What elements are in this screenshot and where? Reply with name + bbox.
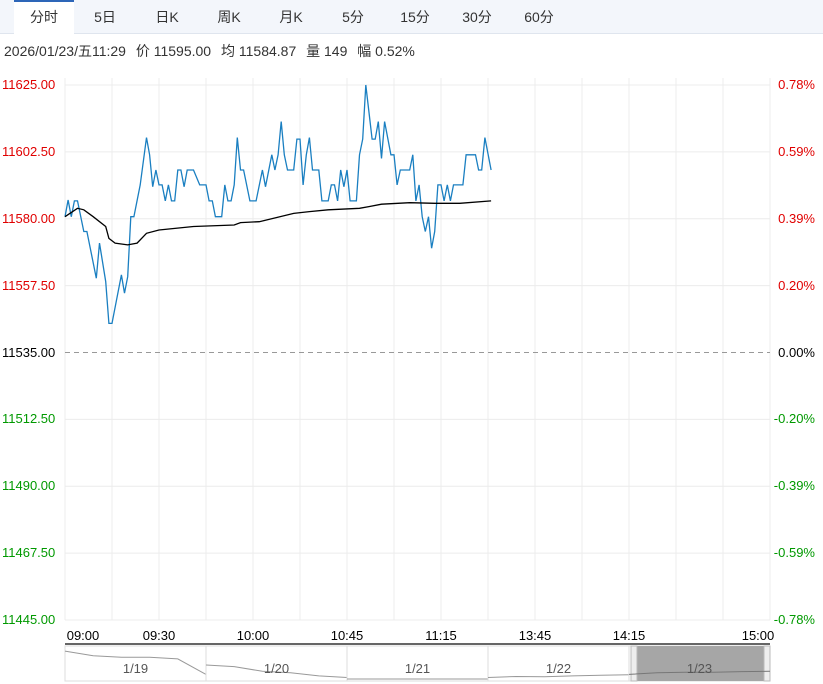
info-change: 幅 0.52%	[357, 43, 415, 59]
y-label-left: 11445.00	[2, 612, 56, 627]
tab-0[interactable]: 分时	[14, 0, 74, 35]
navigator-day-0[interactable]: 1/19	[122, 661, 149, 676]
average-line	[64, 200, 492, 246]
period-tabs: 分时 5日 日K 周K 月K 5分 15分 30分 60分	[0, 0, 823, 35]
navigator-handle-left	[630, 645, 638, 682]
y-label-right: -0.59%	[773, 545, 815, 561]
tab-5[interactable]: 5分	[342, 9, 364, 25]
tab-2[interactable]: 日K	[155, 9, 179, 25]
y-label-left: 11580.00	[2, 210, 56, 226]
navigator-day-4[interactable]: 1/23	[686, 661, 713, 676]
y-label-left: 11557.50	[2, 277, 56, 293]
y-label-left: 11602.50	[2, 143, 56, 159]
info-datetime: 2026/01/23/五11:29	[4, 43, 126, 59]
navigator-sparkline	[487, 674, 630, 678]
y-label-right: 0.00%	[778, 344, 815, 360]
x-tick-label: 15:00	[741, 628, 775, 643]
x-tick-label: 14:15	[612, 628, 646, 643]
tab-7[interactable]: 30分	[462, 9, 492, 25]
tab-1[interactable]: 5日	[94, 9, 116, 25]
y-label-right: -0.78%	[773, 612, 815, 627]
navigator-sparkline	[628, 670, 771, 675]
y-label-right: 0.59%	[778, 143, 815, 159]
y-label-left: 11625.00	[2, 77, 56, 92]
x-tick-label: 09:00	[66, 628, 100, 643]
tab-6[interactable]: 15分	[400, 9, 430, 25]
tab-3[interactable]: 周K	[217, 9, 241, 25]
y-label-left: 11490.00	[2, 478, 56, 494]
y-label-right: 0.78%	[778, 77, 815, 92]
navigator-selection	[637, 646, 768, 681]
navigator-day-1[interactable]: 1/20	[263, 661, 290, 676]
y-label-left: 11535.00	[2, 344, 56, 360]
info-average: 均 11584.87	[220, 43, 297, 59]
y-label-right: -0.39%	[773, 478, 815, 494]
info-volume: 量 149	[306, 43, 348, 59]
tab-4[interactable]: 月K	[279, 9, 303, 25]
navigator-sparkline	[64, 650, 207, 675]
x-tick-label: 10:00	[236, 628, 270, 643]
x-tick-label: 11:15	[425, 628, 457, 643]
y-label-left: 11512.50	[2, 411, 56, 427]
quote-info-bar: 2026/01/23/五11:29 价 11595.00 均 11584.87 …	[4, 41, 421, 61]
tab-8[interactable]: 60分	[524, 9, 554, 25]
navigator-sparkline	[205, 664, 348, 678]
y-label-right: -0.20%	[773, 411, 815, 427]
navigator-handle-right	[763, 645, 771, 682]
navigator-day-3[interactable]: 1/22	[545, 661, 572, 676]
info-price: 价 11595.00	[135, 43, 212, 59]
y-label-right: 0.20%	[778, 277, 815, 293]
y-label-left: 11467.50	[2, 545, 56, 561]
x-tick-label: 10:45	[330, 628, 364, 643]
y-label-right: 0.39%	[778, 210, 815, 226]
price-line	[64, 84, 492, 325]
x-tick-label: 09:30	[142, 628, 176, 643]
navigator-day-2[interactable]: 1/21	[404, 661, 431, 676]
x-tick-label: 13:45	[518, 628, 552, 643]
